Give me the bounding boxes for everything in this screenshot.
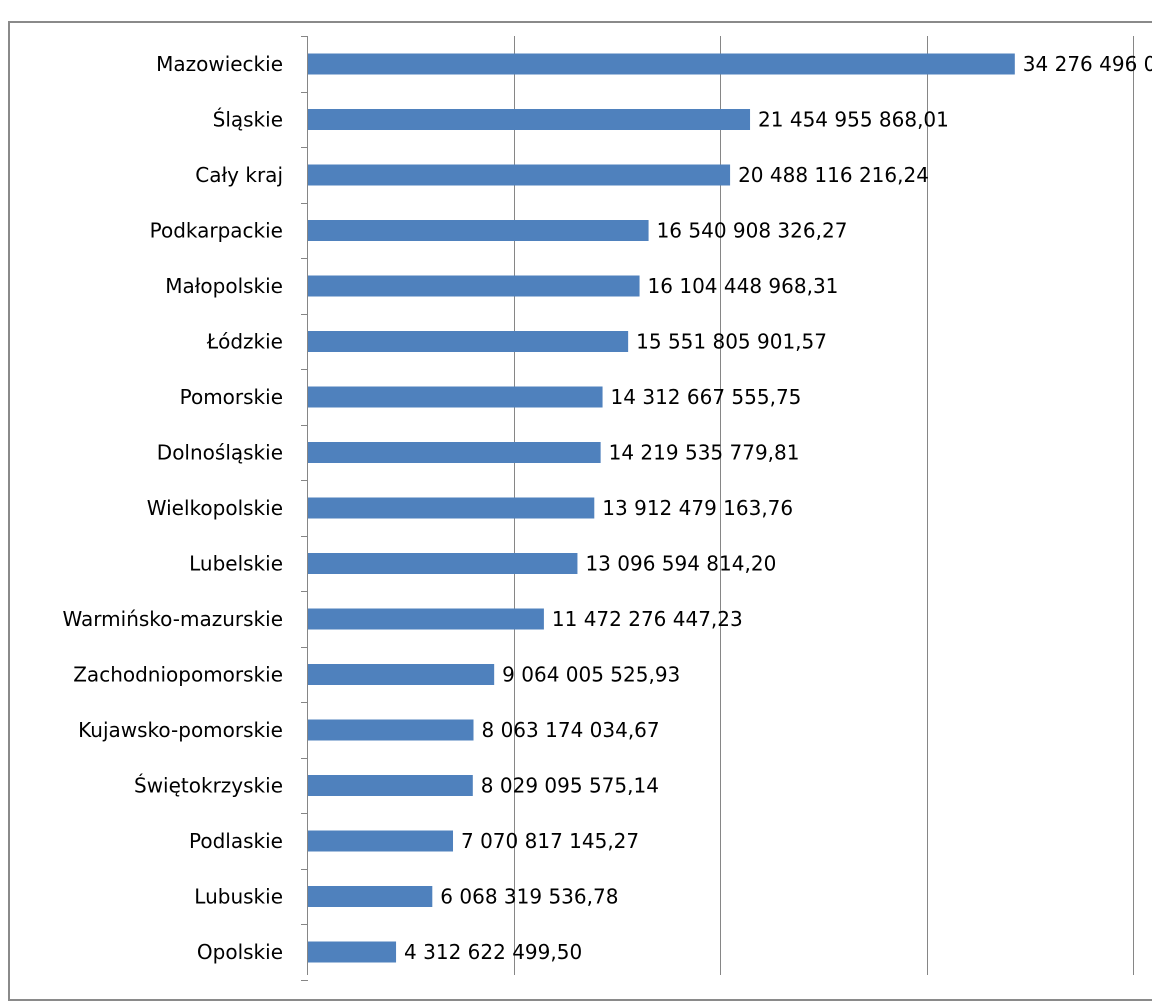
- category-label: Małopolskie: [165, 274, 283, 298]
- data-label: 14 312 667 555,75: [611, 385, 802, 409]
- bar: [308, 941, 397, 963]
- category-label: Warmińsko-mazurskie: [63, 607, 283, 631]
- data-label: 9 064 005 525,93: [502, 663, 680, 687]
- data-label: 7 070 817 145,27: [461, 829, 639, 853]
- data-label: 21 454 955 868,01: [758, 108, 949, 132]
- bar: [308, 442, 601, 463]
- category-labels: Mazowieckie Śląskie Cały kraj Podkarpackie M…: [63, 52, 283, 964]
- bar: [308, 386, 603, 408]
- category-label: Wielkopolskie: [147, 496, 283, 520]
- data-label: 14 219 535 779,81: [609, 441, 800, 465]
- category-label: Podkarpackie: [150, 219, 283, 243]
- data-label: 13 912 479 163,76: [602, 496, 793, 520]
- bar: [308, 164, 731, 186]
- category-label: Kujawsko-pomorskie: [78, 718, 283, 742]
- data-label: 13 096 594 814,20: [585, 552, 776, 576]
- category-label: Opolskie: [197, 940, 283, 964]
- data-label: 11 472 276 447,23: [552, 607, 743, 631]
- data-label: 15 551 805 901,57: [636, 330, 827, 354]
- bar: [308, 830, 454, 852]
- category-label: Dolnośląskie: [157, 441, 283, 465]
- category-label: Lubuskie: [194, 885, 283, 909]
- category-axis: [301, 36, 308, 981]
- category-label: Pomorskie: [180, 385, 283, 409]
- bar: [308, 886, 433, 907]
- category-label: Podlaskie: [189, 829, 283, 853]
- bar: [308, 53, 1015, 75]
- category-label: Cały kraj: [195, 163, 283, 187]
- bar: [308, 664, 495, 685]
- bar: [308, 775, 473, 796]
- data-label: 6 068 319 536,78: [440, 885, 618, 909]
- gridlines: [514, 36, 1134, 975]
- bar: [308, 608, 544, 630]
- data-label: 34 276 496 040,32: [1023, 52, 1152, 76]
- data-label: 16 104 448 968,31: [648, 274, 839, 298]
- data-label: 8 029 095 575,14: [481, 774, 659, 798]
- category-label: Świętokrzyskie: [134, 774, 283, 798]
- bar: [308, 719, 474, 741]
- category-label: Śląskie: [213, 108, 283, 132]
- bar: [308, 220, 649, 241]
- category-label: Zachodniopomorskie: [73, 663, 283, 687]
- data-label: 16 540 908 326,27: [657, 219, 848, 243]
- data-label: 20 488 116 216,24: [738, 163, 929, 187]
- data-label: 4 312 622 499,50: [404, 940, 582, 964]
- bar: [308, 275, 640, 297]
- data-labels: 34 276 496 040,32 21 454 955 868,01 20 488…: [404, 52, 1152, 964]
- bar: [308, 553, 578, 574]
- bar: [308, 497, 595, 519]
- category-label: Łódzkie: [206, 330, 283, 354]
- category-label: Lubelskie: [189, 552, 283, 576]
- bars: [308, 53, 1015, 963]
- category-label: Mazowieckie: [156, 52, 283, 76]
- data-label: 8 063 174 034,67: [482, 718, 660, 742]
- bar: [308, 331, 629, 352]
- bar: [308, 109, 751, 130]
